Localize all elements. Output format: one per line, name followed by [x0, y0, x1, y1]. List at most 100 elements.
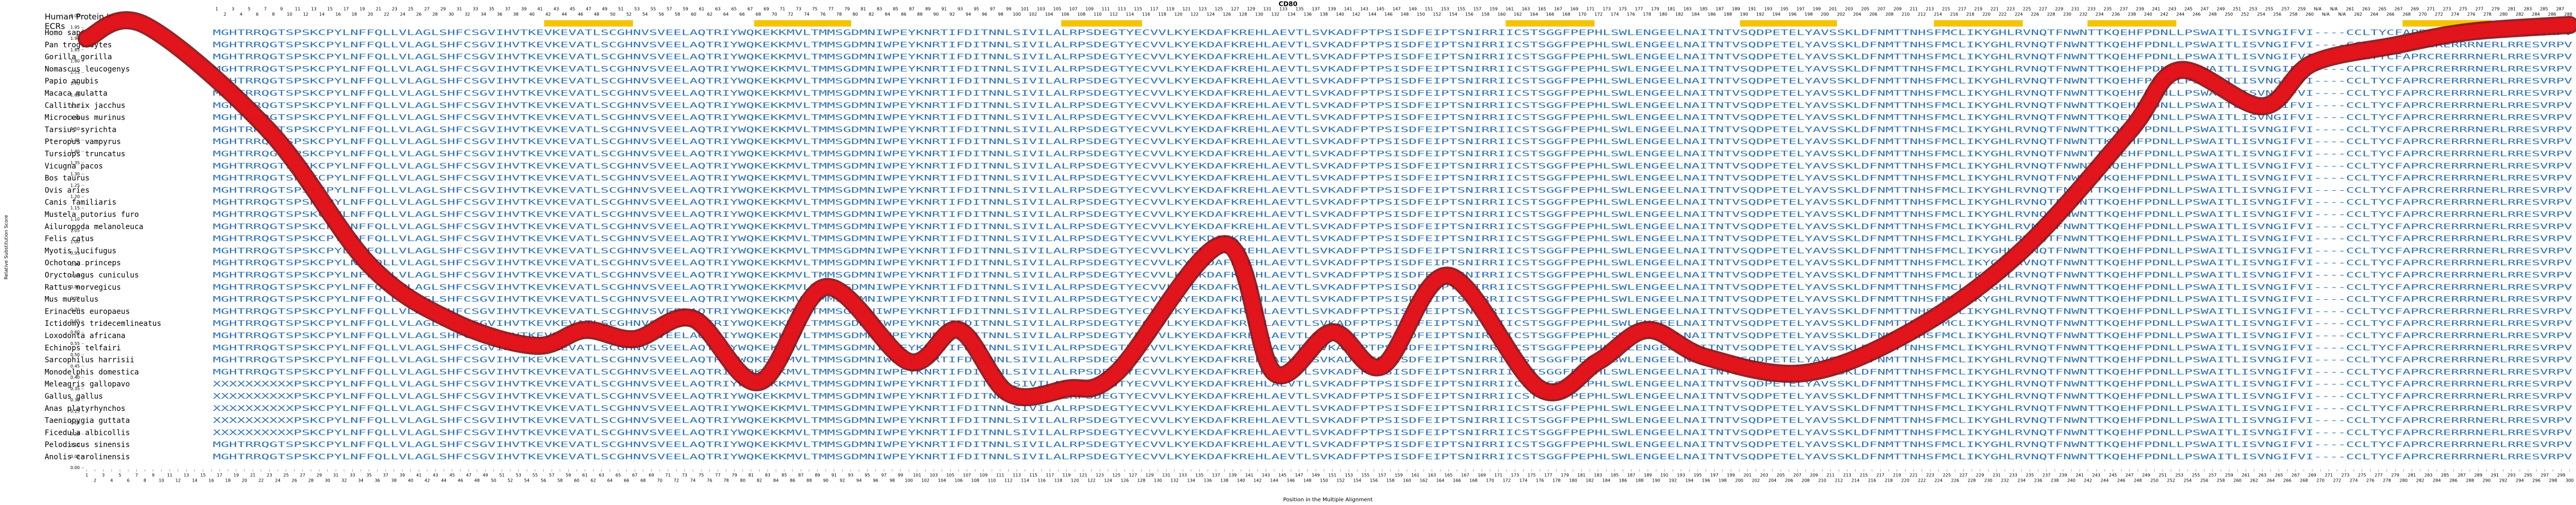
y-tick-label: 1.15	[70, 206, 80, 211]
index-number: 108	[1077, 12, 1085, 17]
sequence: MGHTRRQGTSPSKCPYLNFFQLLVLAGLSHFCSGVIHVTK…	[213, 138, 2573, 146]
index-number: 97	[990, 7, 995, 12]
y-tick-label: 0.55	[70, 341, 80, 346]
x-tick-label: 199	[1727, 473, 1735, 478]
x-tick-label: 218	[1884, 478, 1892, 483]
x-tick-label: 98	[890, 478, 895, 483]
index-number: 161	[1506, 7, 1514, 12]
x-tick-label: 82	[757, 478, 762, 483]
index-number: 277	[2475, 7, 2483, 12]
x-tick-label: 255	[2192, 473, 2200, 478]
index-number: 9	[280, 7, 283, 12]
index-number: 200	[1821, 12, 1829, 17]
x-tick-label: 47	[466, 473, 471, 478]
x-tick-label: 108	[971, 478, 979, 483]
index-number: 105	[1053, 7, 1061, 12]
y-tick-label: 1.75	[70, 70, 80, 75]
y-tick-label: 0.35	[70, 386, 80, 391]
index-number: 11	[295, 7, 300, 12]
index-number: 273	[2443, 7, 2451, 12]
x-tick-label: 104	[938, 478, 946, 483]
y-tick-label: 1.35	[70, 161, 80, 165]
index-number: 171	[1586, 7, 1594, 12]
x-tick-label: 123	[1096, 473, 1104, 478]
x-tick-label: 118	[1054, 478, 1062, 483]
index-number: 276	[2467, 12, 2475, 17]
index-number: 16	[335, 12, 340, 17]
x-tick-label: 299	[2557, 473, 2565, 478]
x-tick-label: 212	[1835, 478, 1843, 483]
x-tick-label: 247	[2125, 473, 2133, 478]
x-tick-label: 204	[1768, 478, 1776, 483]
index-number: N/A	[2338, 12, 2346, 17]
index-number: 154	[1449, 12, 1457, 17]
index-number: 245	[2184, 7, 2192, 12]
index-number: N/A	[2314, 7, 2322, 12]
index-number: 156	[1465, 12, 1473, 17]
index-number: 279	[2491, 7, 2499, 12]
index-number: 153	[1441, 7, 1449, 12]
index-number: 189	[1732, 7, 1740, 12]
x-tick-label: 30	[325, 478, 330, 483]
index-number: 60	[691, 12, 696, 17]
index-number: 225	[2023, 7, 2031, 12]
species-name: Oryctolagus cuniculus	[45, 271, 139, 280]
x-tick-label: 215	[1860, 473, 1868, 478]
x-tick-label: 107	[963, 473, 971, 478]
index-number: 203	[1845, 7, 1853, 12]
species-name: Taeniopygia guttata	[45, 417, 130, 425]
x-tick-label: 232	[2001, 478, 2009, 483]
x-tick-label: 148	[1303, 478, 1311, 483]
index-number: 173	[1602, 7, 1610, 12]
index-number: 179	[1651, 7, 1659, 12]
index-number: 260	[2306, 12, 2314, 17]
x-tick-label: 262	[2250, 478, 2258, 483]
ecr-bar	[754, 20, 851, 27]
x-tick-label: 139	[1228, 473, 1236, 478]
ecr-bar	[544, 20, 633, 27]
index-number: 213	[1926, 7, 1934, 12]
species-name: Monodelphis domestica	[45, 368, 139, 376]
index-number: 111	[1102, 7, 1110, 12]
y-tick-label: 1.45	[70, 138, 80, 142]
index-number: 209	[1893, 7, 1901, 12]
x-tick-label: 223	[1926, 473, 1934, 478]
sequence: MGHTRRQGTSPSKCPYLNFFQLLVLAGLSHFCSGVIHVTK…	[213, 125, 2573, 134]
index-number: 163	[1522, 7, 1530, 12]
species-name: Pteropus vampyrus	[45, 138, 121, 146]
index-number: 194	[1772, 12, 1780, 17]
x-tick-label: 111	[996, 473, 1004, 478]
sequence: MGHTRRQGTSPSKCPYLNFFQLLVLAGLSHFCSGVIHVTK…	[213, 271, 2573, 280]
sequence: MGHTRRQGTSPSKCPYLNFFQLLVLAGLSHFCSGVIHVTK…	[213, 307, 2573, 316]
x-tick-label: 115	[1029, 473, 1037, 478]
index-number: 104	[1045, 12, 1053, 17]
x-tick-label: 266	[2283, 478, 2291, 483]
x-tick-label: 40	[408, 478, 413, 483]
y-tick-label: 1.90	[70, 36, 80, 41]
index-number: 5	[248, 7, 251, 12]
x-tick-label: 22	[259, 478, 264, 483]
species-name: Tarsius syrichta	[45, 125, 117, 134]
index-number: 39	[521, 7, 527, 12]
index-number: 240	[2144, 12, 2152, 17]
x-tick-label: 116	[1037, 478, 1045, 483]
y-tick-label: 1.10	[70, 217, 80, 222]
sequence: XXXXXXXXXXPSKCPYLNFFQLLVLAGLSHFCSGVIHVTK…	[213, 428, 2573, 437]
x-tick-label: 156	[1370, 478, 1378, 483]
index-number: 132	[1272, 12, 1279, 17]
index-number: 128	[1239, 12, 1247, 17]
x-tick-label: 77	[715, 473, 720, 478]
x-tick-label: 167	[1461, 473, 1469, 478]
x-tick-label: 225	[1943, 473, 1951, 478]
x-tick-label: 173	[1511, 473, 1519, 478]
x-tick-label: 292	[2499, 478, 2507, 483]
index-number: 53	[634, 7, 639, 12]
x-tick-label: 9	[152, 473, 154, 478]
x-tick-label: 260	[2233, 478, 2241, 483]
x-tick-label: 210	[1818, 478, 1826, 483]
x-tick-label: 248	[2134, 478, 2142, 483]
index-number: 86	[901, 12, 907, 17]
index-number: 88	[917, 12, 923, 17]
x-tick-label: 269	[2308, 473, 2316, 478]
